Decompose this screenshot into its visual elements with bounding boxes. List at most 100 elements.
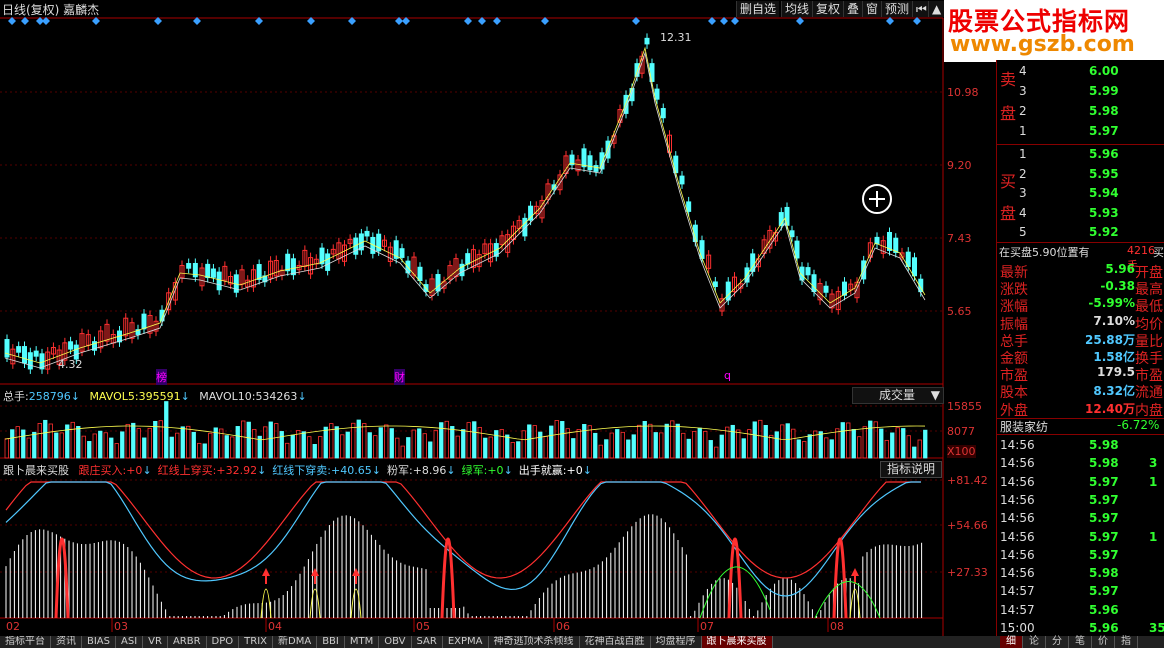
volume-bar bbox=[917, 439, 922, 459]
window-button[interactable]: 窗 bbox=[862, 1, 882, 17]
signal-diamond-icon bbox=[8, 17, 16, 25]
quote-key: 涨跌 bbox=[1000, 282, 1028, 299]
buy-price[interactable]: 5.96 bbox=[1089, 147, 1119, 161]
tab-indicator[interactable]: DPO bbox=[207, 636, 240, 648]
candle-body bbox=[893, 237, 899, 253]
candle-body bbox=[811, 274, 817, 293]
adjust-button[interactable]: 复权 bbox=[812, 1, 844, 17]
candle-body bbox=[308, 257, 314, 275]
tab-indicator[interactable]: 新DMA bbox=[273, 636, 318, 648]
tab-indicator[interactable]: 神奇逃顶术杀倾线 bbox=[489, 636, 580, 648]
tab-panel[interactable]: 细 bbox=[1000, 636, 1023, 648]
signal-diamond-icon bbox=[154, 17, 162, 25]
buy-price[interactable]: 5.92 bbox=[1089, 225, 1119, 239]
volume-bar bbox=[32, 431, 37, 459]
candle-body bbox=[10, 348, 16, 365]
volume-bar bbox=[164, 401, 169, 459]
ma-button[interactable]: 均线 bbox=[781, 1, 813, 17]
signal-diamond-icon bbox=[886, 17, 894, 25]
indicator-tick: +81.42 bbox=[947, 474, 988, 487]
volume-bar bbox=[659, 432, 664, 459]
overlay-button[interactable]: 叠 bbox=[843, 1, 863, 17]
candle-body bbox=[153, 320, 159, 332]
sell-label: 卖 bbox=[1000, 70, 1017, 89]
sell-price[interactable]: 5.99 bbox=[1089, 84, 1119, 98]
candle-body bbox=[522, 217, 528, 237]
signal-diamond-icon bbox=[913, 17, 921, 25]
buy-spike bbox=[440, 537, 456, 619]
buy-price[interactable]: 5.95 bbox=[1089, 166, 1119, 181]
tick-time: 14:56 bbox=[1000, 456, 1035, 471]
tick-price: 5.96 bbox=[1089, 621, 1119, 635]
tab-panel[interactable]: 论 bbox=[1023, 636, 1046, 648]
tab-panel[interactable]: 笔 bbox=[1069, 636, 1092, 648]
up-arrow-icon[interactable]: ▲ bbox=[928, 1, 945, 17]
tab-indicator[interactable]: EXPMA bbox=[443, 636, 489, 648]
tab-panel[interactable]: 指 bbox=[1115, 636, 1138, 648]
tab-indicator[interactable]: 均盘程序 bbox=[651, 636, 702, 648]
indicator-item-value: +0 bbox=[487, 464, 504, 477]
tab-indicator[interactable]: ARBR bbox=[168, 636, 207, 648]
volume-bar bbox=[59, 432, 64, 459]
up-arrow-icon bbox=[352, 568, 360, 576]
tab-indicator[interactable]: SAR bbox=[412, 636, 443, 648]
signal-diamond-icon bbox=[720, 17, 728, 25]
indicator-item-value: +40.65 bbox=[331, 464, 372, 477]
tab-indicator[interactable]: ASI bbox=[116, 636, 144, 648]
indicator-help-button[interactable]: 指标说明 bbox=[880, 461, 942, 478]
chart-area[interactable]: 日线(复权) 嘉麟杰 删自选 均线 复权 叠 窗 预测 ⏮ ▲ 10.98 9.… bbox=[0, 0, 988, 636]
prev-icon[interactable]: ⏮ bbox=[912, 1, 930, 17]
candle-body bbox=[141, 313, 147, 330]
tick-price: 5.98 bbox=[1089, 456, 1119, 471]
candle-body bbox=[73, 344, 79, 360]
volume-bar bbox=[538, 431, 543, 459]
volume-bar bbox=[65, 424, 70, 459]
tab-indicator[interactable]: 花神百战百胜 bbox=[580, 636, 651, 648]
tab-indicator[interactable]: 跟卜晨来买股 bbox=[701, 636, 773, 648]
sector-name[interactable]: 服装家纺 bbox=[1000, 420, 1049, 434]
candle-body bbox=[575, 159, 581, 172]
sell-price[interactable]: 5.97 bbox=[1089, 124, 1119, 138]
sell-price[interactable]: 5.98 bbox=[1089, 104, 1119, 118]
volume-bar bbox=[483, 437, 488, 459]
buy-price[interactable]: 5.94 bbox=[1089, 186, 1119, 200]
indicator-item-value: +0 bbox=[126, 464, 143, 477]
tab-indicator[interactable]: MTM bbox=[345, 636, 380, 648]
volume-bar bbox=[840, 422, 845, 459]
sell-price[interactable]: 6.00 bbox=[1089, 64, 1119, 78]
tab-indicator[interactable]: BIAS bbox=[82, 636, 116, 648]
candle-body bbox=[545, 183, 551, 200]
indicator-item-label: 红线下穿卖: bbox=[272, 464, 332, 477]
delete-watchlist-button[interactable]: 删自选 bbox=[736, 1, 780, 17]
tick-time: 14:56 bbox=[1000, 547, 1035, 562]
logo-line1: 股票公式指标网 bbox=[948, 7, 1131, 36]
kline-chart[interactable] bbox=[0, 0, 944, 636]
tab-indicator[interactable]: BBI bbox=[317, 636, 345, 648]
volume-bar bbox=[505, 434, 510, 459]
yellow-peak bbox=[350, 588, 362, 619]
down-arrow-icon: ↓ bbox=[297, 390, 307, 403]
event-marker[interactable]: q bbox=[724, 369, 731, 382]
signal-diamond-icon bbox=[402, 17, 410, 25]
tab-indicator[interactable]: OBV bbox=[379, 636, 412, 648]
tab-panel[interactable]: 分 bbox=[1046, 636, 1069, 648]
tab-indicator[interactable]: VR bbox=[143, 636, 168, 648]
volume-bar bbox=[565, 428, 570, 459]
candle-body bbox=[273, 260, 279, 277]
tick-time: 14:56 bbox=[1000, 438, 1035, 452]
tab-indicator[interactable]: 资讯 bbox=[51, 636, 82, 648]
event-marker[interactable]: 财 bbox=[394, 369, 405, 385]
volume-bar bbox=[373, 435, 378, 459]
buy-price[interactable]: 5.93 bbox=[1089, 205, 1119, 220]
event-marker[interactable]: 榜 bbox=[156, 369, 167, 385]
forecast-button[interactable]: 预测 bbox=[881, 1, 913, 17]
tab-panel[interactable]: 价 bbox=[1092, 636, 1115, 648]
tab-indicator[interactable]: 指标平台 bbox=[0, 636, 51, 648]
indicator-name[interactable]: 跟卜晨来买股 bbox=[3, 464, 69, 477]
up-arrow-icon bbox=[851, 568, 859, 576]
tab-indicator[interactable]: TRIX bbox=[239, 636, 274, 648]
volume-indicator-select[interactable]: 成交量 ▼ bbox=[852, 387, 944, 404]
window-title: 日线(复权) 嘉麟杰 bbox=[2, 3, 100, 17]
quote-value: 179.5 bbox=[1097, 365, 1135, 380]
quote-value: -5.99% bbox=[1088, 296, 1135, 311]
